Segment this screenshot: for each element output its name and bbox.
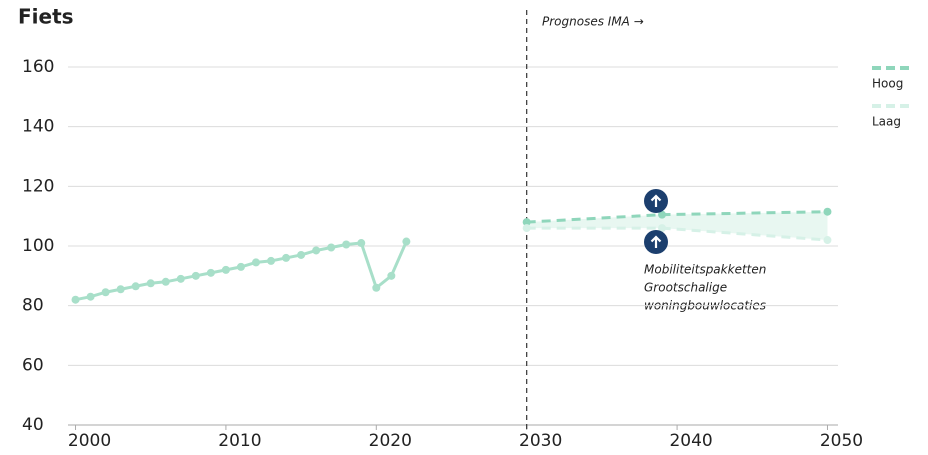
point <box>522 218 531 227</box>
point <box>282 253 291 262</box>
point <box>206 268 215 277</box>
y-tick-label: 80 <box>22 296 44 316</box>
point <box>823 207 832 216</box>
point <box>342 240 351 249</box>
annotation: Prognoses IMA → <box>542 15 644 29</box>
point <box>267 256 276 265</box>
point <box>658 224 667 233</box>
point <box>327 243 336 252</box>
point <box>387 271 396 280</box>
x-tick-label: 2040 <box>669 431 712 451</box>
note: Mobiliteitspakketten <box>644 263 766 277</box>
x-tick-label: 2050 <box>820 431 863 451</box>
point <box>312 246 321 255</box>
y-tick-label: 120 <box>22 176 54 196</box>
point <box>372 283 381 292</box>
plot-area: 40 60 80 100 120 140 160 2000 2010 2020 2030 2040 20… <box>22 10 912 451</box>
point <box>86 292 95 301</box>
x-tick-label: 2030 <box>519 431 562 451</box>
note: Grootschalige <box>644 281 727 295</box>
x-tick-label: 2000 <box>68 431 111 451</box>
point <box>221 265 230 274</box>
point <box>161 277 170 286</box>
legend-label: Laag <box>872 115 901 129</box>
x-tick-label: 2010 <box>218 431 261 451</box>
chart-title: Fiets <box>18 5 74 29</box>
icon <box>644 189 668 254</box>
point <box>146 279 155 288</box>
point <box>191 271 200 280</box>
point <box>402 237 411 246</box>
point <box>251 258 260 267</box>
legend-label: Hoog <box>872 77 903 91</box>
point <box>658 210 667 219</box>
point <box>522 224 531 233</box>
point <box>176 274 185 283</box>
x-tick-label: 2020 <box>369 431 412 451</box>
point <box>297 250 306 259</box>
point <box>823 236 832 245</box>
point <box>116 285 125 294</box>
point <box>101 288 110 297</box>
y-tick-label: 100 <box>22 236 54 256</box>
point <box>71 295 80 304</box>
point <box>236 262 245 271</box>
point <box>357 239 366 248</box>
point <box>131 282 140 291</box>
y-tick-label: 160 <box>22 57 54 77</box>
y-tick-label: 60 <box>22 355 44 375</box>
y-tick-label: 40 <box>22 415 44 435</box>
y-tick-label: 140 <box>22 117 54 137</box>
